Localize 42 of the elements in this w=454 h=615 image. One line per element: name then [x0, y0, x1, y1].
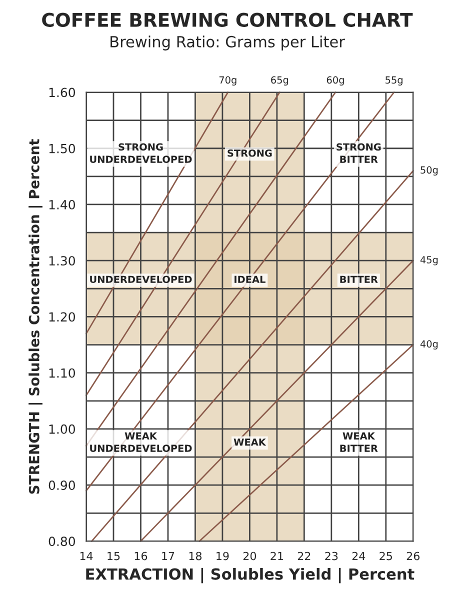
y-tick-label: 1.10: [49, 368, 76, 378]
x-tick-label: 23: [325, 552, 338, 560]
chart-subtitle: Brewing Ratio: Grams per Liter: [110, 36, 345, 50]
series-label: 60g: [326, 76, 344, 86]
series-label: 50g: [420, 166, 438, 176]
y-tick-label: 1.30: [49, 256, 76, 266]
y-tick-label: 0.90: [48, 480, 76, 490]
annotation: STRONG UNDERDEVELOPED: [90, 143, 192, 163]
series-label: 65g: [271, 76, 288, 86]
chart-title: COFFEE BREWING CONTROL CHART: [42, 12, 413, 27]
x-tick-label: 20: [243, 552, 256, 560]
y-tick-label: 1.60: [49, 88, 76, 98]
x-tick-label: 25: [380, 552, 392, 560]
x-tick-label: 24: [352, 552, 366, 560]
y-tick-label: 1.50: [49, 144, 76, 154]
series-label: 45g: [420, 256, 438, 266]
y-tick-label: 1.20: [49, 312, 76, 322]
x-tick-label: 22: [298, 552, 310, 560]
series-label: 70g: [219, 76, 236, 86]
x-tick-label: 19: [216, 552, 229, 560]
x-tick-label: 16: [134, 552, 148, 560]
annotation: STRONG: [228, 149, 272, 157]
x-tick-label: 15: [108, 552, 120, 560]
y-tick-label: 1.00: [49, 424, 76, 434]
annotation: WEAK BITTER: [340, 432, 378, 452]
annotation: BITTER: [340, 276, 378, 283]
annotation: UNDERDEVELOPED: [90, 276, 192, 284]
x-tick-label: 21: [270, 552, 283, 560]
annotation: WEAK: [234, 438, 266, 446]
annotation: STRONG BITTER: [336, 143, 381, 163]
x-tick-label: 17: [162, 552, 174, 560]
y-tick-label: 0.80: [48, 536, 76, 546]
series-label: 55g: [386, 76, 402, 86]
annotation: IDEAL: [234, 276, 266, 283]
y-tick-label: 1.40: [49, 200, 76, 210]
x-tick-label: 26: [406, 552, 420, 560]
annotation: WEAK UNDERDEVELOPED: [90, 432, 192, 452]
x-axis-title: EXTRACTION | Solubles Yield | Percent: [86, 568, 414, 584]
series-label: 40g: [420, 340, 438, 350]
y-axis-title: STRENGTH | Solubles Concentration | Percent: [28, 139, 42, 494]
x-tick-label: 18: [189, 552, 202, 560]
x-tick-label: 14: [80, 552, 93, 560]
